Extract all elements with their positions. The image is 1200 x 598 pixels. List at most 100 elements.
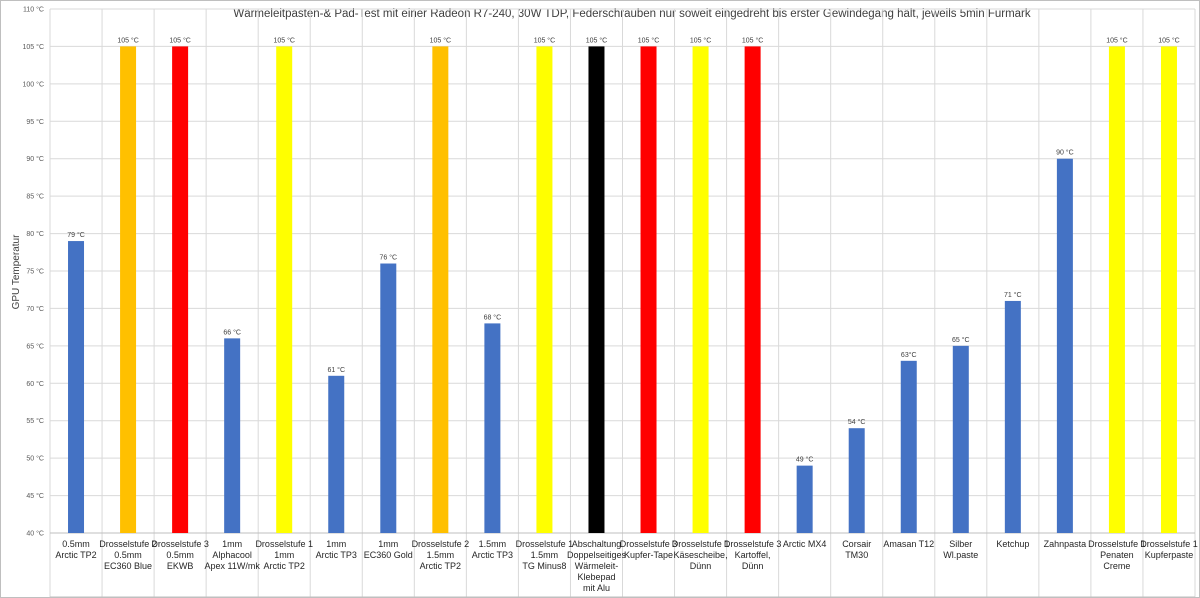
category-label: Drosselstufe 3 bbox=[724, 539, 782, 549]
data-label: 105 °C bbox=[430, 36, 451, 44]
gridlines bbox=[49, 8, 1196, 598]
bar bbox=[380, 263, 397, 533]
y-tick-label: 110 °C bbox=[23, 6, 44, 14]
data-label: 54 °C bbox=[848, 418, 866, 426]
data-label: 105 °C bbox=[638, 36, 659, 44]
y-tick-label: 95 °C bbox=[26, 118, 44, 126]
bar bbox=[744, 46, 761, 534]
category-label: 0.5mm bbox=[166, 550, 194, 560]
bar bbox=[172, 46, 189, 534]
data-label: 71 °C bbox=[1004, 291, 1022, 299]
category-label: 1mm bbox=[274, 550, 294, 560]
y-tick-label: 100 °C bbox=[23, 80, 44, 88]
y-tick-label: 40 °C bbox=[26, 530, 44, 538]
category-label: 1mm bbox=[222, 539, 242, 549]
data-label: 63°C bbox=[901, 351, 917, 359]
bar bbox=[224, 338, 241, 533]
category-label: Arctic TP2 bbox=[264, 561, 305, 571]
category-label: Alphacool bbox=[212, 550, 252, 560]
category-label: EKWB bbox=[167, 561, 194, 571]
category-label: Drosselstufe 1 bbox=[516, 539, 574, 549]
data-label: 105 °C bbox=[534, 36, 555, 44]
data-label: 61 °C bbox=[327, 366, 345, 374]
category-label: Creme bbox=[1103, 561, 1130, 571]
data-label: 68 °C bbox=[484, 313, 502, 321]
category-label: Abschaltung bbox=[572, 539, 622, 549]
chart-title: Wärmeleitpasten-& Pad-Test mit einer Rad… bbox=[233, 8, 1031, 20]
category-label: Ketchup bbox=[996, 539, 1029, 549]
bar bbox=[692, 46, 709, 534]
category-label: Penaten bbox=[1100, 550, 1134, 560]
category-label: Drosselstufe 2 bbox=[99, 539, 157, 549]
category-label: Zahnpasta bbox=[1044, 539, 1087, 549]
data-label: 105 °C bbox=[1106, 36, 1127, 44]
bar bbox=[276, 46, 293, 534]
y-tick-label: 80 °C bbox=[26, 230, 44, 238]
y-tick-label: 55 °C bbox=[26, 417, 44, 425]
bar bbox=[68, 241, 85, 534]
category-label: 1.5mm bbox=[479, 539, 507, 549]
category-label: Kartoffel, bbox=[735, 550, 771, 560]
data-label: 66 °C bbox=[223, 328, 241, 336]
bar bbox=[536, 46, 553, 534]
category-label: Drosselstufe 3 bbox=[620, 539, 678, 549]
y-axis-label: GPU Temperatur bbox=[11, 234, 22, 310]
data-label: 79 °C bbox=[67, 231, 85, 239]
data-label: 105 °C bbox=[586, 36, 607, 44]
y-axis-ticks: 40 °C 45 °C 50 °C 55 °C 60 °C 65 °C 70 °C 75 °C… bbox=[23, 6, 44, 538]
category-label: 1.5mm bbox=[531, 550, 559, 560]
category-label: Drosselstufe 1 bbox=[1140, 539, 1198, 549]
bar bbox=[328, 375, 345, 533]
category-label: Amasan T12 bbox=[883, 539, 934, 549]
y-tick-label: 105 °C bbox=[23, 43, 44, 51]
category-label: Apex 11W/mk bbox=[204, 561, 260, 571]
y-tick-label: 60 °C bbox=[26, 380, 44, 388]
category-label: Drosselstufe 2 bbox=[412, 539, 470, 549]
category-label: 1mm bbox=[326, 539, 346, 549]
category-label: 1.5mm bbox=[427, 550, 455, 560]
category-label: Dünn bbox=[690, 561, 712, 571]
bar bbox=[900, 360, 917, 533]
bar bbox=[588, 46, 605, 534]
y-tick-label: 90 °C bbox=[26, 155, 44, 163]
category-label: Klebepad bbox=[577, 572, 615, 582]
y-tick-label: 65 °C bbox=[26, 342, 44, 350]
data-label: 105 °C bbox=[273, 36, 294, 44]
category-label: Doppelseitiges bbox=[567, 550, 627, 560]
category-label: EC360 Gold bbox=[364, 550, 413, 560]
bar bbox=[1108, 46, 1125, 534]
category-label: Käsescheibe, bbox=[674, 550, 728, 560]
category-label: Kupferpaste bbox=[1145, 550, 1194, 560]
category-label: Dünn bbox=[742, 561, 764, 571]
bar bbox=[640, 46, 657, 534]
category-label: Drosselstufe 3 bbox=[151, 539, 209, 549]
y-tick-label: 50 °C bbox=[26, 455, 44, 463]
category-label: Arctic TP3 bbox=[472, 550, 513, 560]
bar bbox=[120, 46, 137, 534]
y-tick-label: 45 °C bbox=[26, 492, 44, 500]
data-label: 105 °C bbox=[1158, 36, 1179, 44]
data-label: 76 °C bbox=[379, 254, 397, 262]
category-label: Arctic TP2 bbox=[420, 561, 461, 571]
category-label: mit Alu bbox=[583, 583, 610, 593]
category-label: TG Minus8 bbox=[522, 561, 566, 571]
bar bbox=[796, 465, 813, 533]
bar bbox=[484, 323, 501, 533]
category-label: TM30 bbox=[845, 550, 868, 560]
data-label: 105 °C bbox=[690, 36, 711, 44]
data-label: 49 °C bbox=[796, 456, 814, 464]
category-label: Silber bbox=[949, 539, 972, 549]
data-label: 65 °C bbox=[952, 336, 970, 344]
y-tick-label: 70 °C bbox=[26, 305, 44, 313]
category-label: Arctic MX4 bbox=[783, 539, 827, 549]
bar bbox=[432, 46, 449, 534]
bars bbox=[68, 46, 1177, 534]
data-label: 105 °C bbox=[169, 36, 190, 44]
category-label: EC360 Blue bbox=[104, 561, 152, 571]
bar bbox=[1160, 46, 1177, 534]
bar bbox=[1056, 158, 1073, 533]
category-label: Kupfer-Tape bbox=[624, 550, 673, 560]
data-label: 90 °C bbox=[1056, 149, 1074, 157]
